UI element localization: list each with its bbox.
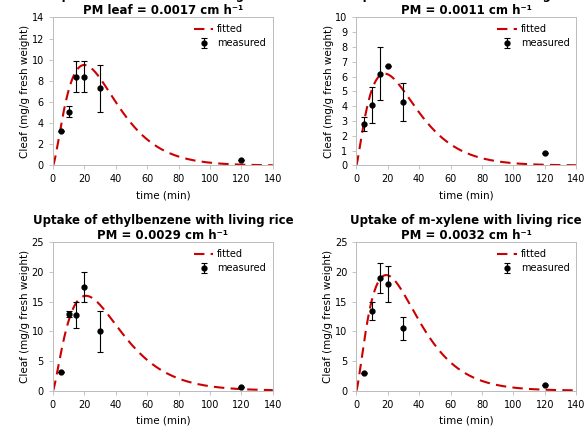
fitted [524, 161, 532, 167]
fitted [573, 163, 580, 168]
fitted [72, 302, 79, 307]
fitted [269, 163, 276, 168]
fitted [72, 70, 79, 75]
Line: fitted: fitted [356, 275, 576, 391]
Y-axis label: Cleaf (mg/g fresh weight): Cleaf (mg/g fresh weight) [20, 25, 30, 158]
fitted [139, 353, 146, 358]
fitted [146, 139, 153, 145]
fitted [375, 278, 382, 283]
Title: Uptake of ethylbenzene with living rice
PM = 0.0029 cm h⁻¹: Uptake of ethylbenzene with living rice … [32, 214, 293, 243]
Legend: fitted, measured: fitted, measured [496, 22, 572, 50]
fitted [82, 293, 89, 299]
fitted [353, 163, 360, 168]
fitted [221, 161, 228, 167]
Legend: fitted, measured: fitted, measured [192, 22, 268, 50]
fitted [221, 385, 228, 391]
Line: fitted: fitted [356, 74, 576, 165]
X-axis label: time (min): time (min) [136, 415, 190, 425]
Y-axis label: Cleaf (mg/g fresh weight): Cleaf (mg/g fresh weight) [323, 25, 334, 158]
X-axis label: time (min): time (min) [136, 190, 190, 200]
fitted [269, 388, 276, 393]
fitted [450, 144, 457, 149]
fitted [146, 360, 153, 365]
Title: Uptake of m-xylene with living rice
PM = 0.0032 cm h⁻¹: Uptake of m-xylene with living rice PM =… [350, 214, 582, 243]
fitted [225, 161, 232, 167]
fitted [573, 388, 580, 393]
fitted [450, 362, 457, 368]
X-axis label: time (min): time (min) [439, 415, 493, 425]
fitted [524, 386, 532, 391]
fitted [529, 162, 536, 167]
fitted [81, 62, 88, 68]
fitted [49, 388, 56, 393]
Legend: fitted, measured: fitted, measured [192, 247, 268, 275]
fitted [383, 273, 390, 278]
Line: fitted: fitted [53, 65, 273, 165]
fitted [529, 387, 536, 392]
fitted [139, 132, 146, 138]
fitted [49, 163, 56, 168]
fitted [201, 383, 208, 388]
fitted [504, 384, 511, 389]
Y-axis label: Cleaf (mg/g fresh weight): Cleaf (mg/g fresh weight) [20, 250, 30, 383]
Title: Uptake of benzene with living rice
PM = 0.0011 cm h⁻¹: Uptake of benzene with living rice PM = … [353, 0, 580, 17]
fitted [225, 386, 232, 391]
fitted [504, 160, 511, 165]
Y-axis label: Cleaf (mg/g fresh weight): Cleaf (mg/g fresh weight) [323, 250, 333, 383]
fitted [353, 388, 360, 393]
Legend: fitted, measured: fitted, measured [496, 247, 572, 275]
fitted [442, 138, 449, 143]
fitted [381, 71, 388, 76]
Line: fitted: fitted [53, 296, 273, 391]
fitted [201, 159, 208, 164]
Title: Uptake of toluene with living rice
PM leaf = 0.0017 cm h⁻¹: Uptake of toluene with living rice PM le… [52, 0, 273, 17]
fitted [442, 355, 449, 360]
X-axis label: time (min): time (min) [439, 190, 493, 200]
fitted [375, 74, 382, 79]
